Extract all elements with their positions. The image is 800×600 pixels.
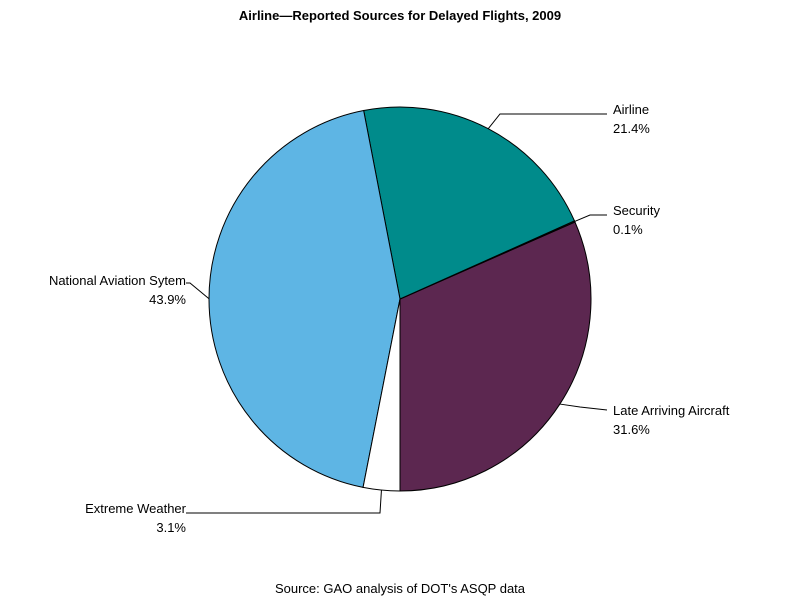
slice-value-label: 3.1% (156, 520, 186, 535)
leader-line (487, 113, 607, 130)
leader-line (186, 282, 210, 300)
slice-label: Airline (613, 102, 649, 117)
leader-line (186, 490, 382, 514)
slice-labels: Late Arriving Aircraft 31.6% Security 0.1% A… (49, 102, 730, 535)
leader-lines (186, 113, 608, 514)
leader-line (574, 214, 607, 222)
leader-line (559, 403, 608, 411)
slice-label: Late Arriving Aircraft (613, 403, 730, 418)
slice-value-label: 0.1% (613, 222, 643, 237)
pie-slice-late-arriving-aircraft (399, 221, 592, 492)
slice-label: National Aviation Sytem (49, 273, 186, 288)
slice-label: Extreme Weather (85, 501, 187, 516)
slice-value-label: 31.6% (613, 422, 650, 437)
slice-label: Security (613, 203, 660, 218)
slice-value-label: 21.4% (613, 121, 650, 136)
pie-slices (208, 106, 592, 492)
pie-slice-airline (363, 106, 576, 300)
chart-title: Airline—Reported Sources for Delayed Fli… (239, 8, 561, 23)
slice-value-label: 43.9% (149, 292, 186, 307)
pie-slice-national-aviation-sytem (208, 109, 401, 488)
source-note: Source: GAO analysis of DOT's ASQP data (275, 581, 526, 596)
